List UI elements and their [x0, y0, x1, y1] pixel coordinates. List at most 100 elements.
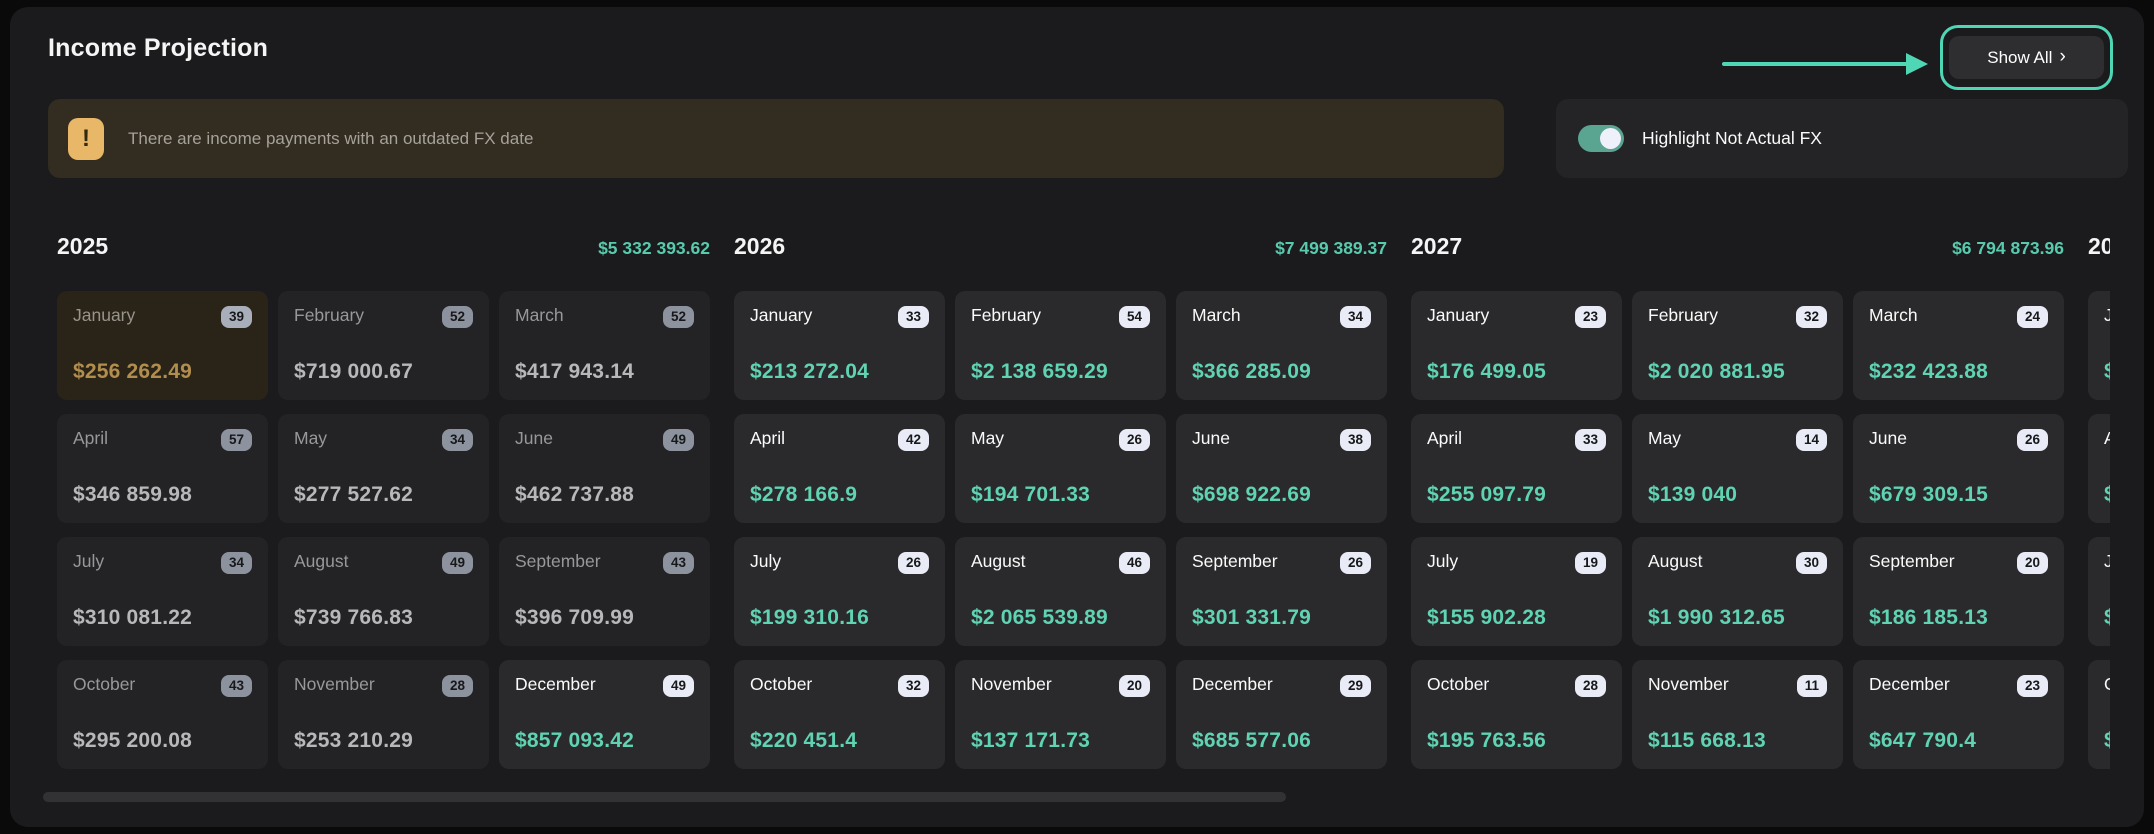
month-card[interactable]: July 34 $310 081.22	[57, 537, 268, 646]
month-count-badge: 32	[1795, 306, 1827, 328]
month-card[interactable]: October 32 $220 451.4	[734, 660, 945, 769]
month-card[interactable]: June 26 $679 309.15	[1853, 414, 2064, 523]
month-card[interactable]: September 20 $186 185.13	[1853, 537, 2064, 646]
year-header: 20	[2088, 225, 2110, 265]
month-card[interactable]: April 42 $278 166.9	[734, 414, 945, 523]
month-amount: $685 577.06	[1192, 729, 1311, 752]
month-card[interactable]: January 23 $176 499.05	[1411, 291, 1622, 400]
month-card[interactable]: O$	[2088, 660, 2110, 769]
month-name: January	[750, 305, 813, 325]
month-card[interactable]: April 57 $346 859.98	[57, 414, 268, 523]
years-scroll[interactable]: 2025 $5 332 393.62 January 39 $256 262.49 Feb…	[57, 225, 2110, 781]
month-card[interactable]: August 46 $2 065 539.89	[955, 537, 1166, 646]
month-amount: $255 097.79	[1427, 483, 1546, 506]
month-card[interactable]: November 11 $115 668.13	[1632, 660, 1843, 769]
month-count-badge: 43	[662, 552, 694, 574]
month-name: September	[1869, 551, 1955, 571]
month-name: A	[2104, 428, 2110, 448]
month-card-header: J	[2104, 551, 2110, 572]
month-card[interactable]: March 34 $366 285.09	[1176, 291, 1387, 400]
month-card[interactable]: December 29 $685 577.06	[1176, 660, 1387, 769]
month-card[interactable]: September 43 $396 709.99	[499, 537, 710, 646]
month-amount: $857 093.42	[515, 729, 634, 752]
month-card[interactable]: May 34 $277 527.62	[278, 414, 489, 523]
month-card[interactable]: J$	[2088, 537, 2110, 646]
month-card-header: June 38	[1192, 428, 1371, 451]
month-count-badge: 39	[220, 306, 252, 328]
month-card[interactable]: February 52 $719 000.67	[278, 291, 489, 400]
year-column: 2027 $6 794 873.96 January 23 $176 499.05 Feb…	[1411, 225, 2064, 781]
month-card[interactable]: September 26 $301 331.79	[1176, 537, 1387, 646]
month-card[interactable]: July 26 $199 310.16	[734, 537, 945, 646]
month-card[interactable]: November 20 $137 171.73	[955, 660, 1166, 769]
month-card[interactable]: May 14 $139 040	[1632, 414, 1843, 523]
month-card-header: May 34	[294, 428, 473, 451]
highlight-fx-toggle[interactable]	[1578, 125, 1624, 152]
month-amount: $301 331.79	[1192, 606, 1311, 629]
month-name: May	[294, 428, 328, 448]
month-card[interactable]: January 39 $256 262.49	[57, 291, 268, 400]
month-card[interactable]: A$	[2088, 414, 2110, 523]
month-count-badge: 49	[662, 429, 694, 451]
month-card[interactable]: November 28 $253 210.29	[278, 660, 489, 769]
month-card-header: January 39	[73, 305, 252, 328]
month-card[interactable]: J$	[2088, 291, 2110, 400]
month-amount: $213 272.04	[750, 360, 869, 383]
month-name: June	[1192, 428, 1230, 448]
month-count-badge: 26	[1118, 429, 1150, 451]
month-count-badge: 14	[1795, 429, 1827, 451]
chevron-right-icon: ›	[2059, 46, 2066, 67]
month-card[interactable]: December 23 $647 790.4	[1853, 660, 2064, 769]
month-name: October	[750, 674, 813, 694]
month-name: February	[971, 305, 1042, 325]
month-name: October	[73, 674, 136, 694]
month-card-header: August 30	[1648, 551, 1827, 574]
month-name: April	[1427, 428, 1463, 448]
month-name: November	[294, 674, 375, 694]
month-card[interactable]: June 49 $462 737.88	[499, 414, 710, 523]
month-card[interactable]: April 33 $255 097.79	[1411, 414, 1622, 523]
month-amount: $698 922.69	[1192, 483, 1311, 506]
month-card[interactable]: January 33 $213 272.04	[734, 291, 945, 400]
month-count-badge: 42	[897, 429, 929, 451]
months-grid: J$ A$ J$ O$	[2088, 291, 2110, 769]
month-card[interactable]: March 52 $417 943.14	[499, 291, 710, 400]
month-name: March	[1869, 305, 1918, 325]
month-card[interactable]: August 30 $1 990 312.65	[1632, 537, 1843, 646]
month-card-header: November 20	[971, 674, 1150, 697]
month-count-badge: 52	[441, 306, 473, 328]
month-name: J	[2104, 305, 2110, 325]
month-card[interactable]: March 24 $232 423.88	[1853, 291, 2064, 400]
month-count-badge: 28	[441, 675, 473, 697]
notice-row: ! There are income payments with an outd…	[48, 99, 2128, 178]
month-card[interactable]: May 26 $194 701.33	[955, 414, 1166, 523]
month-card[interactable]: February 54 $2 138 659.29	[955, 291, 1166, 400]
month-card-header: August 49	[294, 551, 473, 574]
show-all-button[interactable]: Show All ›	[1949, 36, 2104, 79]
month-amount: $2 065 539.89	[971, 606, 1108, 629]
month-card-header: March 34	[1192, 305, 1371, 328]
month-card-header: February 32	[1648, 305, 1827, 328]
month-count-badge: 28	[1574, 675, 1606, 697]
month-count-badge: 54	[1118, 306, 1150, 328]
month-amount: $220 451.4	[750, 729, 858, 752]
month-card-header: November 28	[294, 674, 473, 697]
month-card[interactable]: August 49 $739 766.83	[278, 537, 489, 646]
page-title: Income Projection	[48, 34, 269, 62]
month-card-header: June 26	[1869, 428, 2048, 451]
month-card[interactable]: October 43 $295 200.08	[57, 660, 268, 769]
month-card[interactable]: June 38 $698 922.69	[1176, 414, 1387, 523]
month-name: December	[1192, 674, 1273, 694]
month-card[interactable]: December 49 $857 093.42	[499, 660, 710, 769]
horizontal-scrollbar[interactable]	[43, 792, 1286, 802]
month-count-badge: 23	[1574, 306, 1606, 328]
month-amount: $310 081.22	[73, 606, 192, 629]
year-total: $5 332 393.62	[598, 238, 710, 258]
month-amount: $647 790.4	[1869, 729, 1977, 752]
month-card[interactable]: July 19 $155 902.28	[1411, 537, 1622, 646]
month-card[interactable]: February 32 $2 020 881.95	[1632, 291, 1843, 400]
month-count-badge: 29	[1339, 675, 1371, 697]
month-count-badge: 43	[220, 675, 252, 697]
month-name: August	[294, 551, 349, 571]
month-card[interactable]: October 28 $195 763.56	[1411, 660, 1622, 769]
